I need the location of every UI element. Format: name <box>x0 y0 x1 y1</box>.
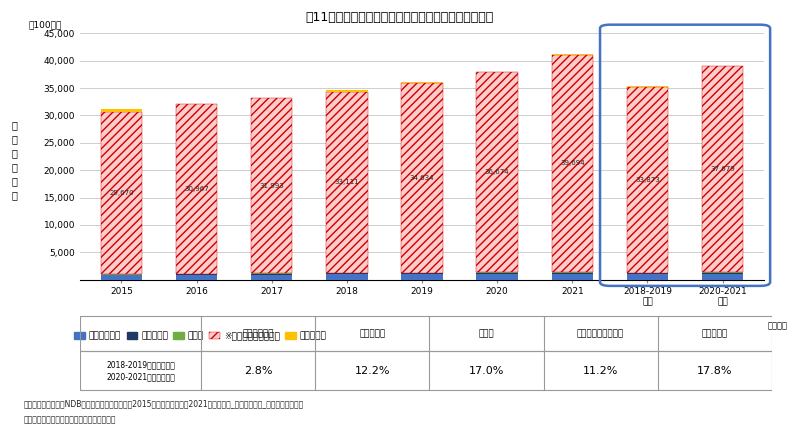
Bar <box>552 55 593 272</box>
Text: （年度）: （年度） <box>767 321 787 331</box>
Bar <box>251 98 292 273</box>
Bar <box>80 351 772 390</box>
Text: 乳幼児用剤: 乳幼児用剤 <box>702 329 728 338</box>
Bar <box>627 274 668 280</box>
Bar <box>477 273 518 274</box>
Bar <box>402 273 442 274</box>
Bar <box>80 316 772 351</box>
Bar <box>702 66 743 272</box>
Bar <box>176 274 217 275</box>
Text: 29,670: 29,670 <box>109 190 134 196</box>
Bar <box>402 274 442 280</box>
Text: 出所：厚生労働省　NDBオープンデータ第２回（2015年度）～第８回（2021年度）内服_外来（院外）_性年齢別薬効分類: 出所：厚生労働省 NDBオープンデータ第２回（2015年度）～第８回（2021年… <box>24 400 304 408</box>
Text: 図11　院外処方内服薬剤単位数の推移（滋養強壮薬）: 図11 院外処方内服薬剤単位数の推移（滋養強壮薬） <box>306 11 494 24</box>
Text: 37,679: 37,679 <box>710 166 735 172</box>
Bar <box>552 273 593 274</box>
Bar <box>552 272 593 273</box>
Bar <box>552 54 593 55</box>
Bar <box>702 273 743 274</box>
Bar <box>552 274 593 280</box>
Text: 17.0%: 17.0% <box>469 365 504 376</box>
Bar <box>326 274 367 280</box>
Bar <box>402 82 442 83</box>
Text: 内
服
薬
単
位
数: 内 服 薬 単 位 数 <box>11 120 18 200</box>
Text: 別数量をもとに医薬産業政策研究所にて作成: 別数量をもとに医薬産業政策研究所にて作成 <box>24 415 117 424</box>
Bar <box>402 83 442 273</box>
Text: カルシウム剤: カルシウム剤 <box>242 329 274 338</box>
Text: 2.8%: 2.8% <box>244 365 273 376</box>
Bar <box>101 109 142 111</box>
Text: 33,873: 33,873 <box>635 177 660 183</box>
Bar <box>326 91 367 273</box>
Bar <box>176 275 217 280</box>
Bar <box>477 71 518 273</box>
Text: 31,993: 31,993 <box>259 182 284 189</box>
Text: 33,111: 33,111 <box>334 179 359 185</box>
Bar <box>101 111 142 274</box>
Text: 無機質製剤: 無機質製剤 <box>359 329 386 338</box>
Text: 34,634: 34,634 <box>410 175 434 181</box>
Bar <box>702 274 743 280</box>
Text: 17.8%: 17.8% <box>697 365 733 376</box>
Text: 30,967: 30,967 <box>184 186 209 192</box>
Text: 12.2%: 12.2% <box>354 365 390 376</box>
Legend: カルシウム剤, 無機質製剤, 糖類剤, ※たん白アミノ酸製剤, 乳幼児用剤: カルシウム剤, 無機質製剤, 糖類剤, ※たん白アミノ酸製剤, 乳幼児用剤 <box>71 328 330 344</box>
Text: （100万）: （100万） <box>29 20 62 30</box>
Bar <box>251 274 292 280</box>
Text: 11.2%: 11.2% <box>583 365 618 376</box>
Bar <box>702 272 743 273</box>
Bar <box>627 273 668 274</box>
Bar <box>477 274 518 280</box>
Text: たん白アミノ酸製剤: たん白アミノ酸製剤 <box>577 329 624 338</box>
Bar <box>326 90 367 91</box>
Bar <box>101 274 142 275</box>
Text: 2018-2019平均に対する
2020-2021平均の変化率: 2018-2019平均に対する 2020-2021平均の変化率 <box>106 360 175 381</box>
Text: 36,674: 36,674 <box>485 169 510 175</box>
Bar <box>326 273 367 274</box>
Text: 39,694: 39,694 <box>560 160 585 166</box>
Bar <box>627 87 668 273</box>
Text: 糖類剤: 糖類剤 <box>478 329 494 338</box>
Bar <box>176 104 217 274</box>
Bar <box>101 275 142 280</box>
